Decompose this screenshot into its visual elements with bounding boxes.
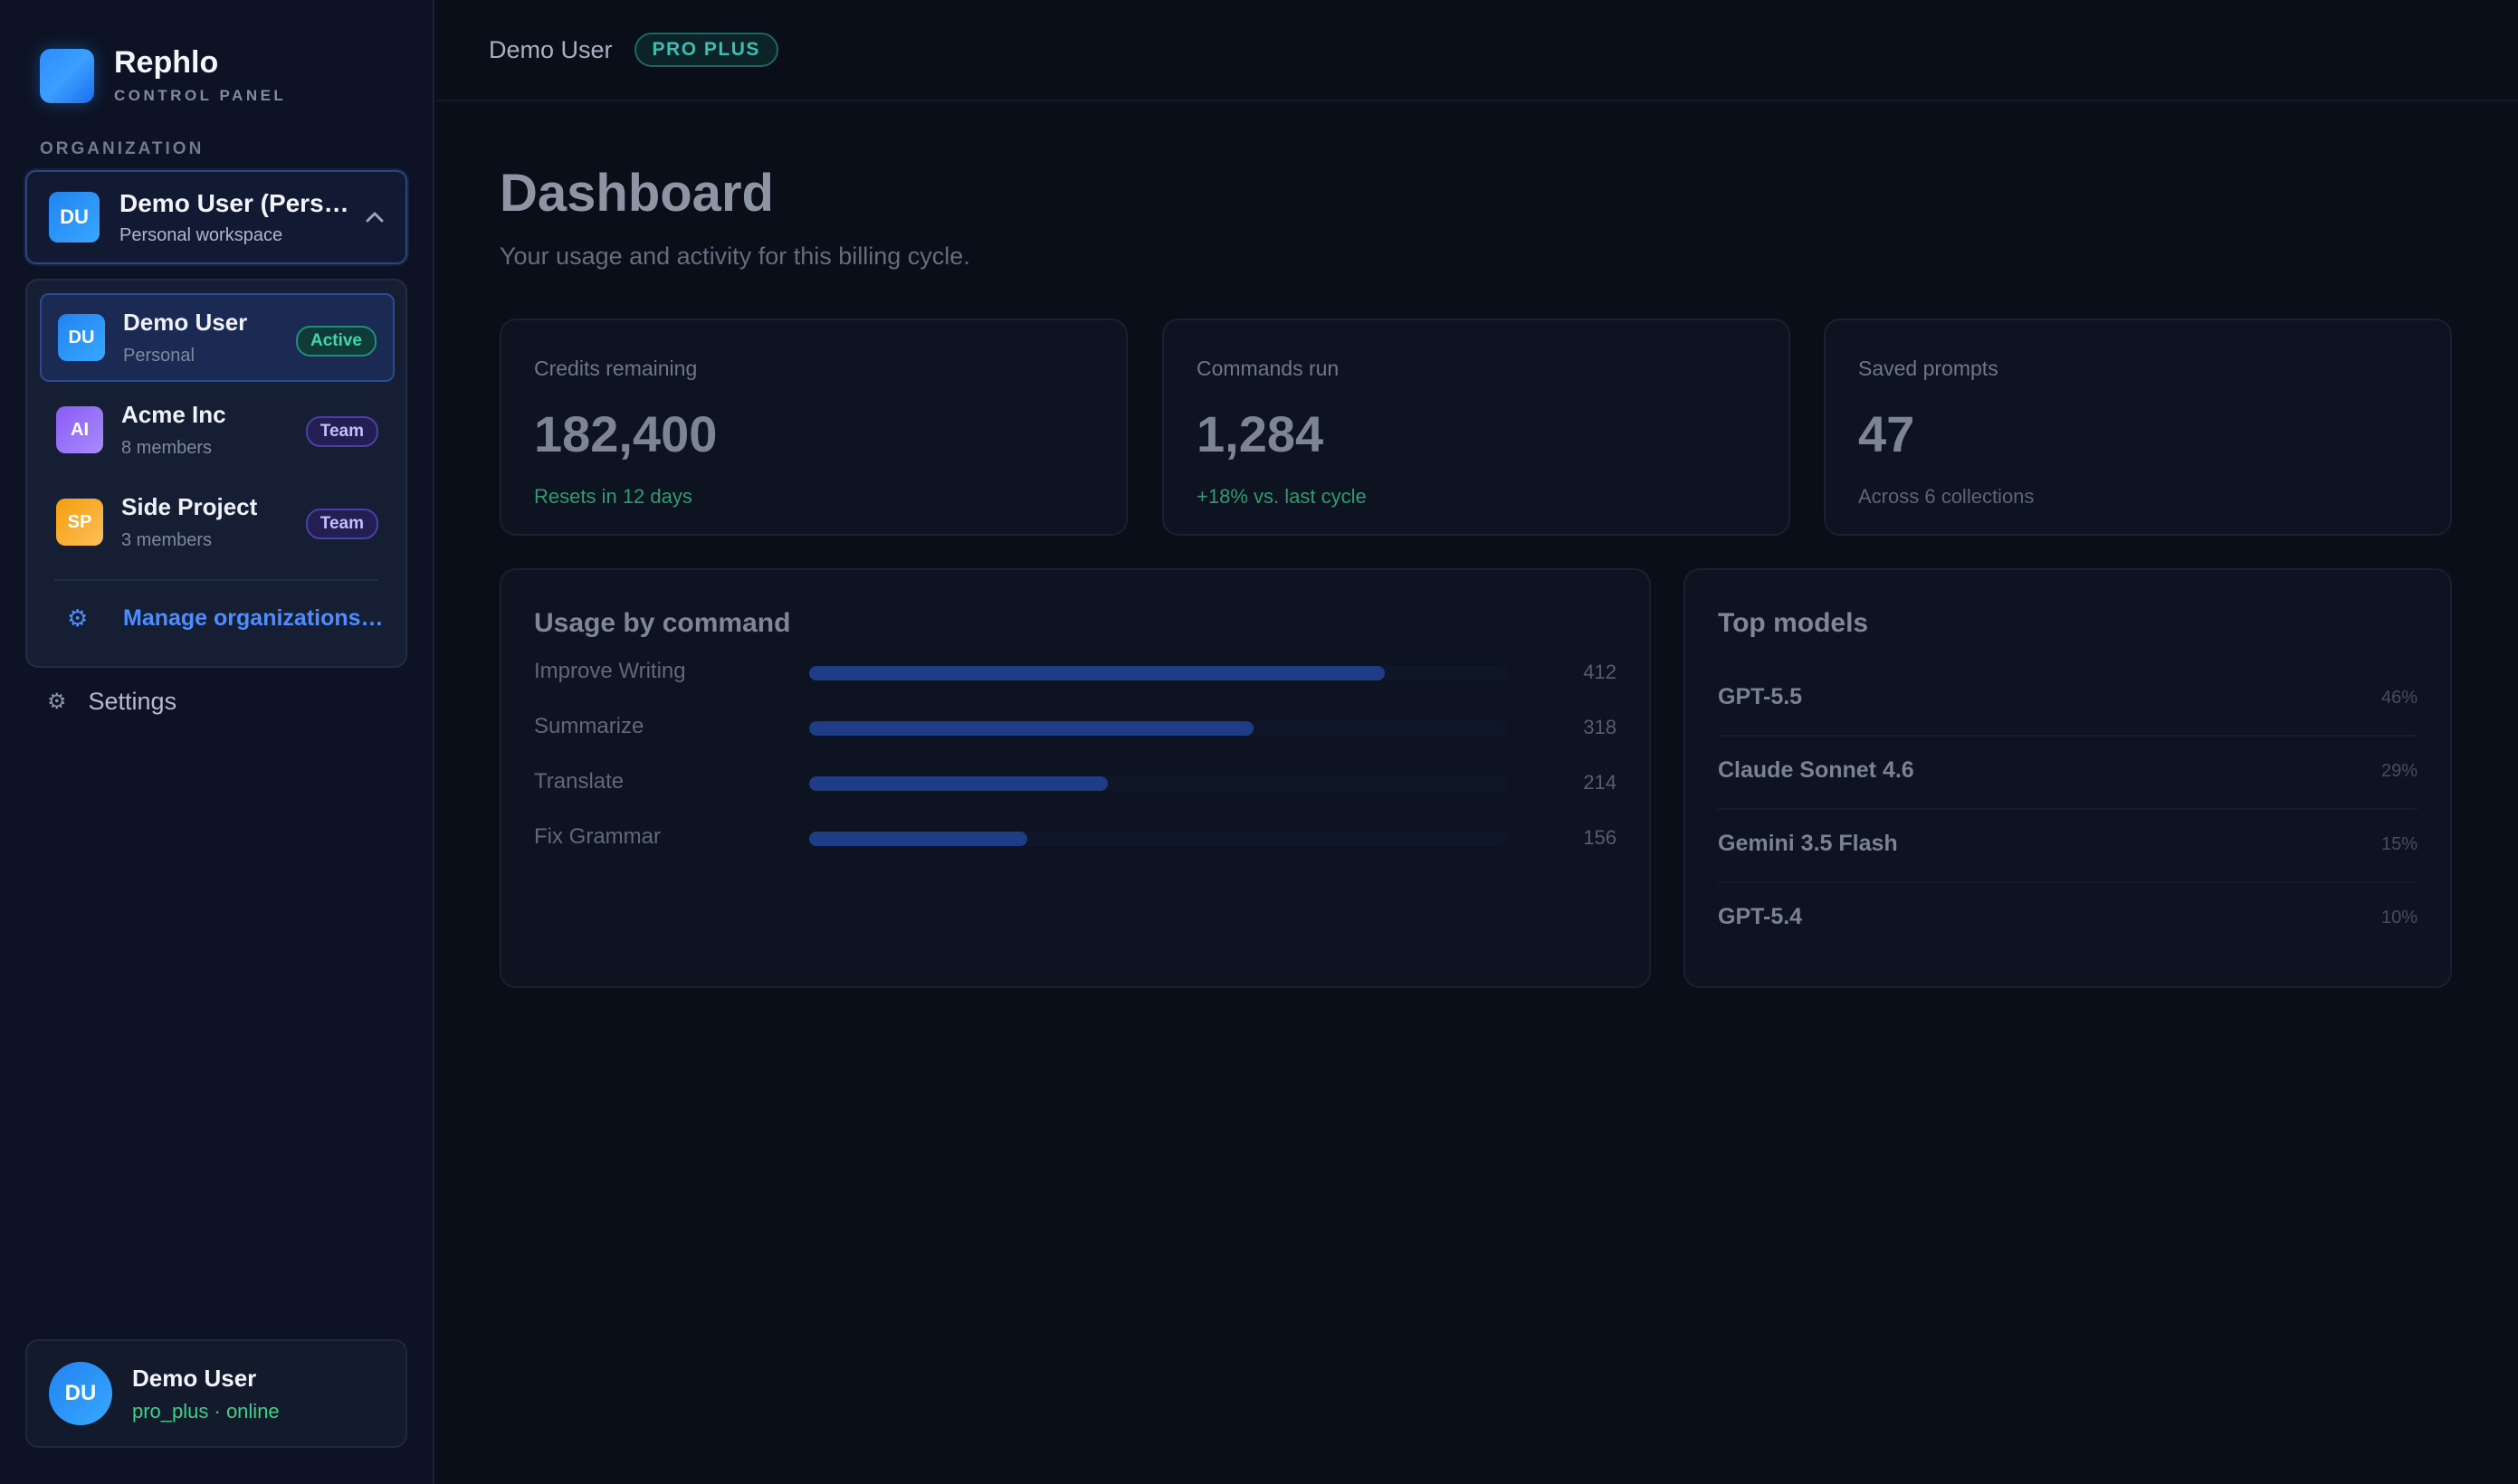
usage-row-label: Improve Writing: [534, 659, 686, 683]
sidebar: Rephlo CONTROL PANEL ORGANIZATION DU Dem…: [0, 0, 434, 1484]
usage-row: Summarize 318: [534, 709, 1617, 745]
avatar: DU: [49, 1362, 112, 1425]
organization-label: ORGANIZATION: [40, 139, 205, 158]
stat-value: 182,400: [534, 405, 718, 462]
usage-row-label: Fix Grammar: [534, 824, 661, 849]
usage-bar-track: [809, 776, 1508, 791]
usage-row-label: Summarize: [534, 714, 644, 738]
user-name: Demo User: [132, 1364, 257, 1392]
brand[interactable]: Rephlo CONTROL PANEL: [40, 47, 286, 105]
model-name: GPT-5.5: [1718, 684, 1803, 709]
usage-bar-track: [809, 721, 1508, 736]
stat-value: 47: [1858, 405, 1915, 462]
org-option-demo-user[interactable]: DU Demo User Personal Active: [40, 293, 395, 382]
usage-row: Translate 214: [534, 764, 1617, 800]
model-share: 10%: [2380, 908, 2418, 928]
usage-by-command-panel: Usage by command Improve Writing 412 Summa…: [500, 568, 1651, 988]
usage-row-label: Translate: [534, 769, 625, 794]
org-option-acme-inc[interactable]: AI Acme Inc 8 members Team: [40, 385, 395, 474]
sidebar-item-settings[interactable]: ⚙ Settings: [47, 688, 176, 716]
usage-row-value: 318: [1583, 716, 1617, 738]
brand-subtitle: CONTROL PANEL: [114, 87, 287, 104]
org-option-subtitle: 3 members: [121, 530, 213, 550]
gear-icon: ⚙: [67, 604, 89, 632]
usage-row: Improve Writing 412: [534, 653, 1617, 690]
active-badge: Active: [295, 326, 377, 357]
org-option-subtitle: Personal: [123, 346, 195, 366]
org-option-name: Acme Inc: [121, 401, 226, 428]
gear-icon: ⚙: [47, 690, 67, 714]
chevron-up-icon[interactable]: [362, 205, 387, 230]
team-badge: Team: [305, 509, 378, 539]
stat-card-credits: Credits remaining 182,400 Resets in 12 d…: [500, 319, 1128, 536]
org-option-subtitle: 8 members: [121, 438, 213, 458]
organization-dropdown: DU Demo User Personal Active AI Acme Inc…: [25, 279, 407, 668]
org-option-avatar: DU: [58, 314, 105, 361]
org-option-name: Demo User: [123, 309, 248, 336]
org-option-side-project[interactable]: SP Side Project 3 members Team: [40, 478, 395, 566]
org-selector-subtitle: Personal workspace: [119, 224, 283, 245]
panel-title: Top models: [1718, 608, 1869, 638]
top-bar: Demo User PRO PLUS: [436, 0, 2518, 101]
usage-row-value: 214: [1583, 771, 1617, 794]
page-subtitle: Your usage and activity for this billing…: [500, 243, 970, 270]
top-bar-user: Demo User: [489, 35, 613, 63]
model-name: Gemini 3.5 Flash: [1718, 831, 1898, 856]
stat-footnote: Resets in 12 days: [534, 485, 692, 508]
stat-card-commands: Commands run 1,284 +18% vs. last cycle: [1162, 319, 1790, 536]
org-option-name: Side Project: [121, 493, 258, 520]
org-selector-name: Demo User (Pers…: [119, 188, 349, 217]
model-row: GPT-5.4 10%: [1718, 884, 2418, 956]
manage-organizations-label: Manage organizations…: [123, 605, 384, 631]
org-avatar: DU: [49, 192, 100, 243]
usage-bar-track: [809, 832, 1508, 846]
organization-selector[interactable]: DU Demo User (Pers… Personal workspace: [25, 170, 407, 264]
org-option-avatar: AI: [56, 406, 103, 453]
usage-bar: [809, 776, 1108, 791]
team-badge: Team: [305, 416, 378, 447]
usage-row: Fix Grammar 156: [534, 819, 1617, 855]
top-models-panel: Top models GPT-5.5 46% Claude Sonnet 4.6 29…: [1683, 568, 2452, 988]
page-title: Dashboard: [500, 164, 774, 223]
usage-bar: [809, 832, 1027, 846]
brand-name: Rephlo: [114, 45, 219, 80]
dropdown-divider: [54, 579, 378, 581]
usage-bar: [809, 721, 1254, 736]
usage-bar-track: [809, 666, 1508, 680]
stat-card-saved-prompts: Saved prompts 47 Across 6 collections: [1824, 319, 2452, 536]
user-status: pro_plus · online: [132, 1399, 280, 1422]
manage-organizations-link[interactable]: ⚙ Manage organizations…: [67, 604, 384, 633]
stat-label: Credits remaining: [534, 357, 698, 380]
model-share: 46%: [2380, 688, 2418, 708]
model-name: Claude Sonnet 4.6: [1718, 757, 1914, 783]
stat-label: Commands run: [1197, 357, 1340, 380]
usage-row-value: 156: [1583, 826, 1617, 849]
stat-footnote: Across 6 collections: [1858, 485, 2035, 508]
org-option-avatar: SP: [56, 499, 103, 546]
sidebar-item-label: Settings: [88, 688, 177, 715]
plan-badge: PRO PLUS: [634, 33, 778, 67]
model-share: 15%: [2380, 834, 2418, 854]
stat-value: 1,284: [1197, 405, 1324, 462]
model-row: Claude Sonnet 4.6 29%: [1718, 737, 2418, 810]
model-row: GPT-5.5 46%: [1718, 664, 2418, 737]
brand-logo: [40, 49, 94, 103]
user-card[interactable]: DU Demo User pro_plus · online: [25, 1339, 407, 1448]
stat-footnote: +18% vs. last cycle: [1197, 485, 1367, 508]
panel-title: Usage by command: [534, 608, 791, 638]
usage-bar: [809, 666, 1385, 680]
model-name: GPT-5.4: [1718, 904, 1803, 929]
model-share: 29%: [2380, 761, 2418, 781]
stat-label: Saved prompts: [1858, 357, 1998, 380]
usage-row-value: 412: [1583, 661, 1617, 683]
model-row: Gemini 3.5 Flash 15%: [1718, 811, 2418, 883]
